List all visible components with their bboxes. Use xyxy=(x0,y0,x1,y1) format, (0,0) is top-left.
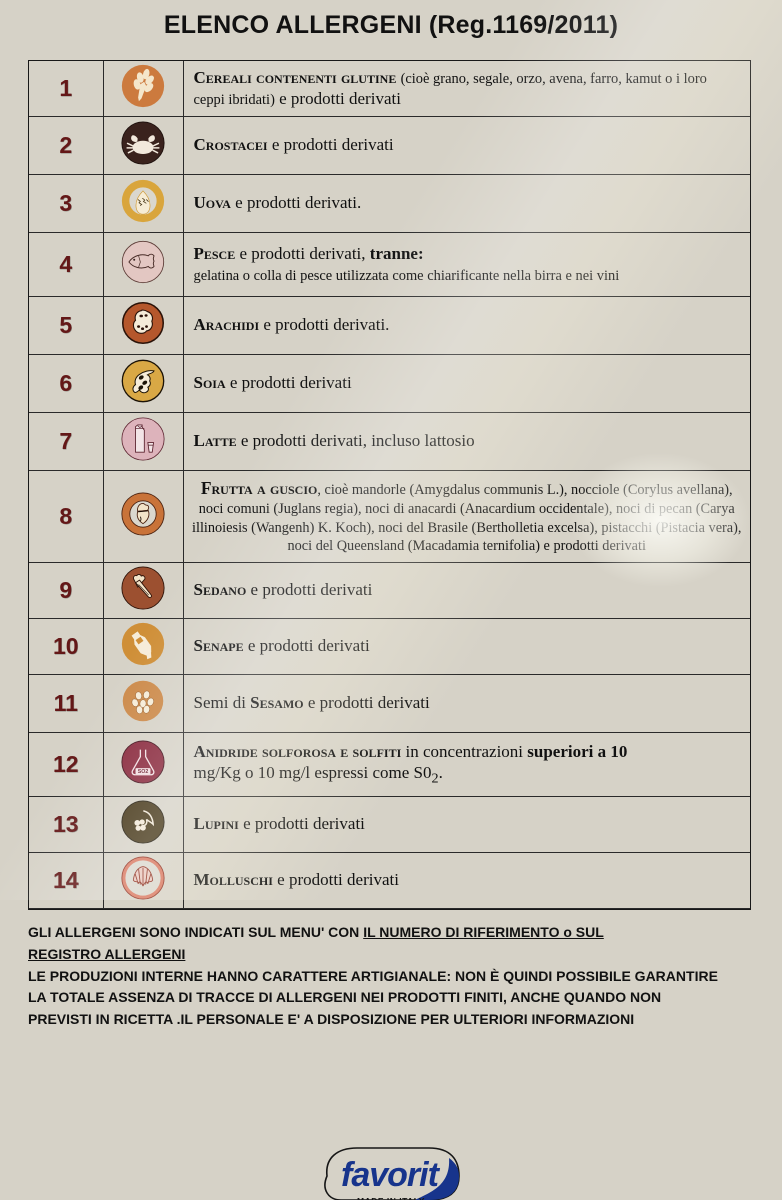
svg-text:MADE IN ITALY: MADE IN ITALY xyxy=(357,1196,425,1200)
svg-text:favorit: favorit xyxy=(341,1156,441,1194)
svg-text:SO2: SO2 xyxy=(138,769,149,775)
